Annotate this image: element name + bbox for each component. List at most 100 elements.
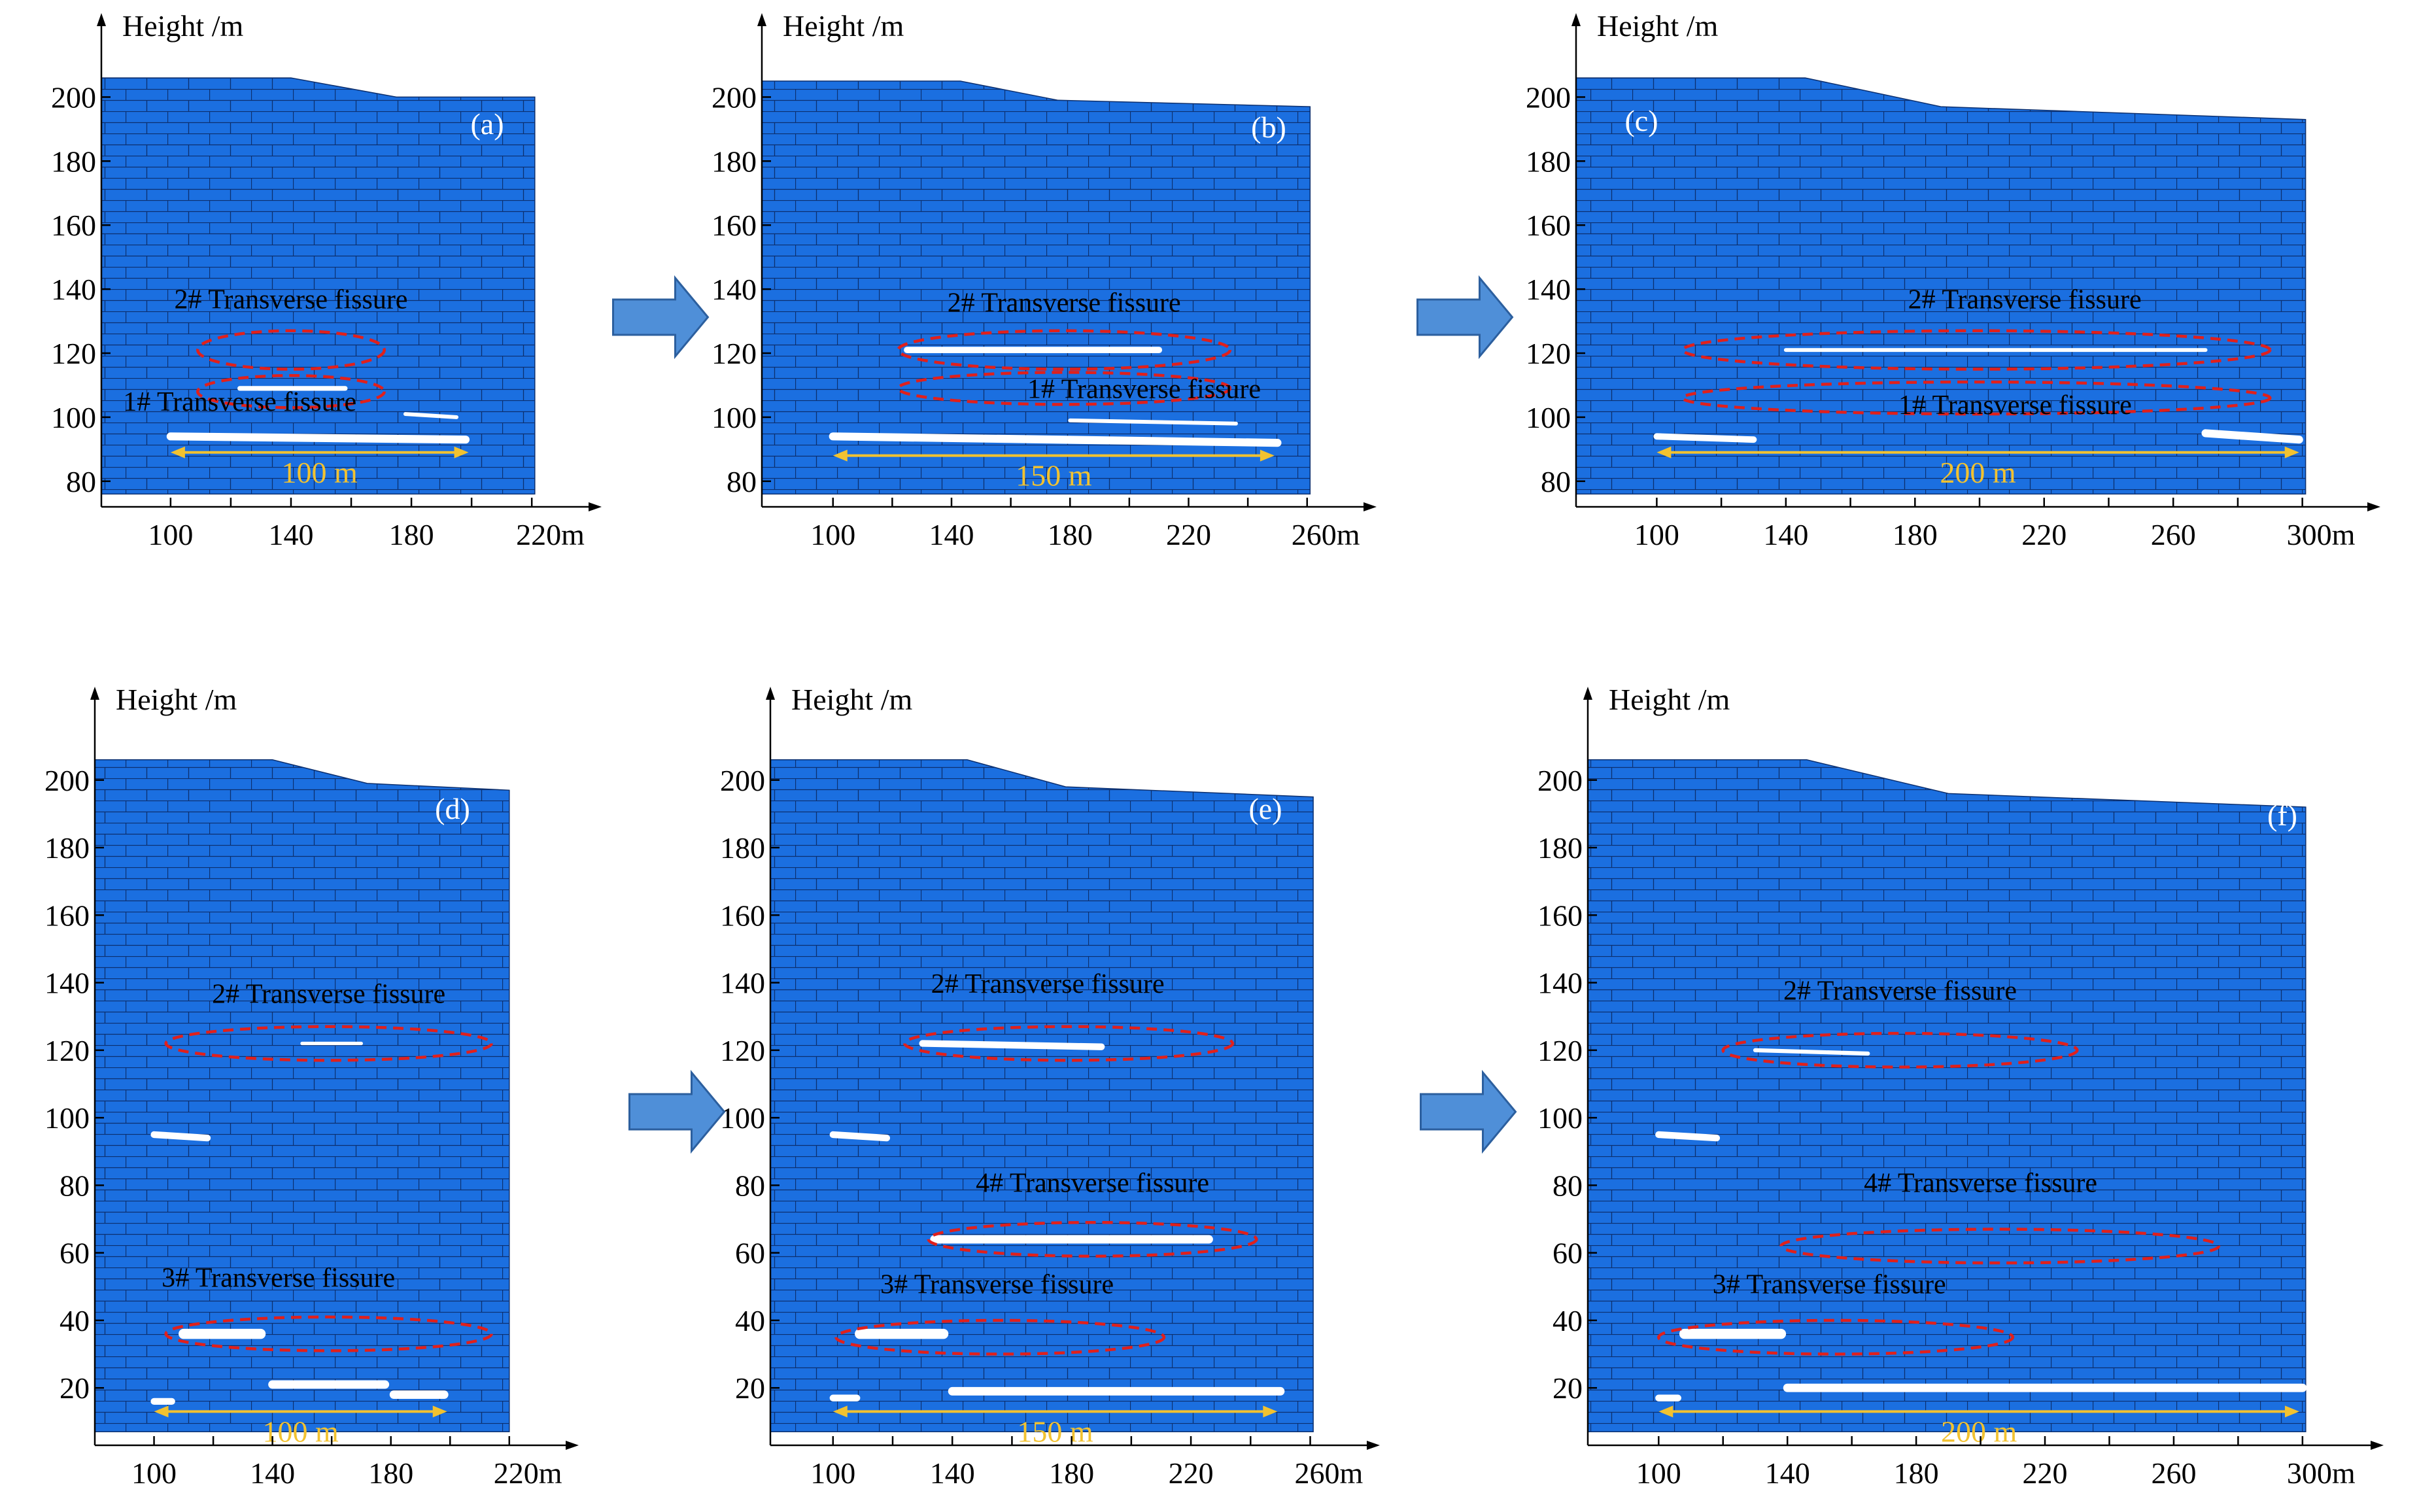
span-label: 200 m [1940,456,2016,489]
y-axis-title: Height /m [783,9,904,43]
fissure-ellipse [897,371,1232,406]
x-tick-label: 220m [494,1456,562,1490]
x-tick-label: 180 [368,1456,413,1490]
y-tick-label: 100 [712,401,757,434]
x-tick-label: 180 [1894,1456,1939,1490]
y-tick-label: 180 [712,145,757,178]
x-tick-label: 100 [810,518,855,551]
x-tick-label: 140 [930,1456,975,1490]
fissure-label: 2# Transverse fissure [948,288,1181,318]
span-arrow-head-right [2284,1405,2299,1418]
fissure-gap [403,412,459,419]
x-axis-arrow [2367,502,2380,511]
span-arrow-head-left [1656,446,1672,458]
panel-label: (a) [470,107,504,141]
y-tick-label: 60 [60,1237,90,1270]
y-tick-label: 40 [60,1304,90,1337]
x-tick-label: 100 [131,1456,177,1490]
fissure-gap [1655,1131,1721,1142]
x-tick-label: 180 [1893,518,1938,551]
y-axis-arrow [90,687,99,700]
y-tick-label: 180 [1537,831,1583,865]
y-axis-arrow [1571,13,1581,26]
x-axis-arrow [566,1441,579,1450]
fissure-ellipse [1657,1318,2015,1356]
fissure-label: 2# Transverse fissure [1783,976,2017,1006]
fissure-label: 2# Transverse fissure [931,969,1165,999]
x-axis-arrow [1364,502,1377,511]
fissure-gap [1753,1048,1870,1056]
panel-f: 2# Transverse fissure 4# Transverse fissu… [1537,683,2384,1490]
span-arrow-head-right [432,1405,447,1418]
panel-a: 2# Transverse fissure 1# Transverse fissu… [51,9,602,551]
y-tick-label: 120 [720,1034,765,1067]
span-arrow-head-right [1263,1405,1278,1418]
y-tick-label: 100 [51,401,96,434]
fissure-ellipse [897,329,1232,371]
y-tick-label: 120 [1537,1034,1583,1067]
x-tick-label: 180 [1048,518,1093,551]
x-axis-arrow [589,502,602,511]
rock-model [770,759,1314,1433]
y-axis-arrow [757,13,766,26]
fissure-ellipse [164,1315,493,1352]
x-tick-label: 140 [1763,518,1808,551]
fissure-gap [919,1040,1105,1050]
y-axis-title: Height /m [116,683,237,716]
flow-arrow-icon [612,275,710,360]
x-tick-label: 180 [1049,1456,1094,1490]
y-tick-label: 120 [1526,337,1571,370]
x-tick-label: 300m [2287,518,2356,551]
y-tick-label: 200 [720,764,765,797]
fissure-ellipse [196,329,386,371]
y-tick-label: 80 [727,465,757,498]
y-tick-label: 140 [720,967,765,1000]
x-tick-label: 260m [1292,518,1360,551]
fissure-label: 3# Transverse fissure [1713,1270,1946,1300]
y-tick-label: 80 [735,1169,765,1202]
span-arrow-head-left [170,446,185,458]
y-tick-label: 120 [51,337,96,370]
y-tick-label: 140 [1537,967,1583,1000]
y-axis-title: Height /m [1597,9,1718,43]
x-tick-label: 260 [2151,518,2196,551]
panel-label: (f) [2267,799,2297,832]
x-tick-label: 100 [1636,1456,1681,1490]
panel-b: 2# Transverse fissure 1# Transverse fissu… [712,9,1377,551]
x-tick-label: 220m [516,518,585,551]
y-axis-title: Height /m [791,683,912,716]
fissure-label: 3# Transverse fissure [880,1270,1114,1300]
fissure-gap [150,1131,211,1142]
fissure-label: 2# Transverse fissure [1908,285,2142,315]
y-tick-label: 60 [1553,1237,1583,1270]
x-tick-label: 140 [1765,1456,1810,1490]
span-arrow-head-left [1658,1405,1673,1418]
y-tick-label: 100 [720,1101,765,1135]
fissure-gap [829,432,1282,447]
x-tick-label: 300m [2287,1456,2356,1490]
fissure-gap [829,1131,891,1142]
panel-label: (c) [1624,104,1658,137]
fissure-ellipse [164,1025,493,1062]
span-arrow-head-right [454,446,469,458]
y-tick-label: 40 [735,1304,765,1337]
x-tick-label: 100 [810,1456,855,1490]
y-tick-label: 20 [735,1371,765,1405]
panel-e: 2# Transverse fissure 4# Transverse fissu… [720,683,1380,1490]
span-label: 200 m [1941,1415,2017,1448]
fissure-ellipse [1681,329,2272,371]
span-label: 150 m [1017,1415,1093,1448]
fissure-label: 2# Transverse fissure [174,285,407,315]
fissure-label: 3# Transverse fissure [162,1263,395,1293]
y-tick-label: 180 [44,831,90,865]
x-tick-label: 260 [2151,1456,2196,1490]
panel-d: 2# Transverse fissure 3# Transverse fissu… [44,683,579,1490]
fissure-gap [166,432,470,444]
fissure-gap [1068,418,1238,426]
fissure-ellipse [927,1220,1258,1258]
y-tick-label: 100 [1526,401,1571,434]
x-tick-label: 220 [2021,518,2067,551]
rock-model [94,759,510,1433]
y-tick-label: 200 [1537,764,1583,797]
